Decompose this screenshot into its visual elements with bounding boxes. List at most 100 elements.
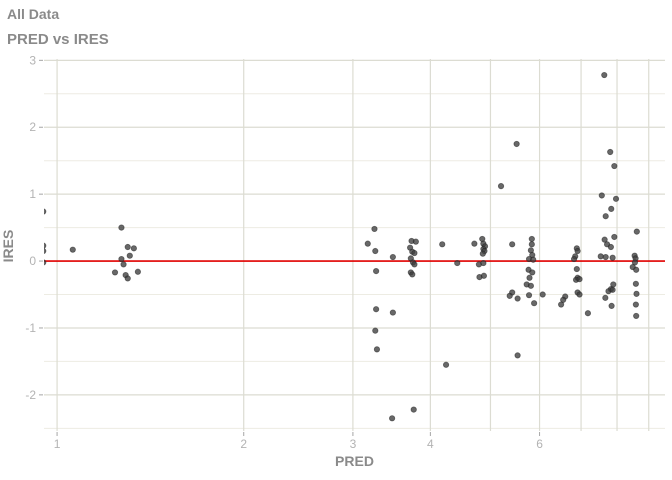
data-point xyxy=(609,254,616,261)
plot-subtitle: PRED vs IRES xyxy=(7,31,109,48)
data-point xyxy=(633,266,640,273)
y-axis-title: IRES xyxy=(0,229,16,263)
data-point xyxy=(411,261,418,268)
minor-gridlines xyxy=(44,93,665,429)
data-point xyxy=(527,282,534,289)
x-axis-title: PRED xyxy=(335,453,374,469)
data-point xyxy=(389,253,396,261)
y-tick-label: 0 xyxy=(29,254,36,268)
data-point xyxy=(506,292,513,299)
data-point xyxy=(126,252,133,259)
data-point xyxy=(509,241,516,248)
data-point xyxy=(373,267,380,275)
data-point xyxy=(598,192,605,199)
data-point xyxy=(134,268,141,275)
axis-tick-labels: -2 -1 0 1 2 3 1 2 3 4 6 xyxy=(25,53,543,451)
data-point xyxy=(611,162,618,170)
data-point xyxy=(608,205,615,212)
data-point xyxy=(528,241,535,248)
data-point xyxy=(513,140,520,148)
y-tick-label: 3 xyxy=(29,53,36,67)
x-tick-label: 3 xyxy=(350,437,357,451)
data-point xyxy=(633,312,640,320)
y-tick-label: 2 xyxy=(29,120,36,134)
y-tick-label: -1 xyxy=(25,321,36,335)
data-point xyxy=(602,253,609,261)
data-point xyxy=(576,291,583,298)
data-point xyxy=(439,241,446,248)
data-point xyxy=(118,224,125,231)
data-point xyxy=(480,259,487,267)
data-point xyxy=(529,269,536,276)
x-tick-label: 1 xyxy=(54,437,61,451)
data-point xyxy=(373,306,380,313)
data-layer xyxy=(44,71,665,422)
data-point xyxy=(44,242,47,249)
y-tick-label: -2 xyxy=(25,388,36,402)
data-point xyxy=(601,236,608,243)
data-point xyxy=(574,247,581,255)
data-point xyxy=(409,271,416,278)
data-point xyxy=(389,309,396,316)
data-point xyxy=(454,259,461,267)
data-point xyxy=(410,406,417,413)
x-tick-label: 6 xyxy=(536,437,543,451)
data-point xyxy=(597,253,604,260)
data-point xyxy=(607,243,615,251)
data-point xyxy=(633,228,640,235)
data-point xyxy=(608,302,615,309)
data-point xyxy=(412,238,419,245)
data-point xyxy=(602,294,609,301)
data-point xyxy=(602,213,609,220)
data-point xyxy=(584,310,592,317)
data-point xyxy=(411,249,418,257)
data-point xyxy=(526,274,533,281)
x-tick-label: 4 xyxy=(427,437,434,451)
data-point xyxy=(601,71,608,79)
data-point xyxy=(364,240,371,247)
data-point xyxy=(389,415,396,422)
data-point xyxy=(442,361,450,368)
data-point xyxy=(471,240,478,247)
data-point xyxy=(514,352,521,359)
data-point xyxy=(130,245,137,252)
data-point xyxy=(124,243,131,251)
data-point xyxy=(111,269,119,276)
data-point xyxy=(632,280,639,287)
data-point xyxy=(611,233,618,241)
data-point xyxy=(612,195,620,202)
data-point xyxy=(120,261,127,268)
data-point xyxy=(124,275,131,282)
data-point xyxy=(632,301,639,308)
data-point xyxy=(44,248,47,255)
data-point xyxy=(525,292,533,299)
data-point xyxy=(576,276,583,283)
data-point xyxy=(480,272,488,279)
data-point xyxy=(609,286,616,293)
data-point xyxy=(372,327,379,334)
data-point xyxy=(558,301,565,308)
axis-ticks xyxy=(39,59,541,436)
data-point xyxy=(514,295,521,302)
data-point xyxy=(539,291,546,298)
data-point xyxy=(372,247,379,255)
data-point xyxy=(69,246,76,253)
data-point xyxy=(44,208,47,215)
data-point xyxy=(44,259,47,266)
data-point xyxy=(528,235,535,243)
data-point xyxy=(570,255,578,263)
data-point xyxy=(118,255,125,263)
data-point xyxy=(497,183,505,190)
data-point xyxy=(573,265,580,273)
data-point xyxy=(607,148,614,156)
data-point xyxy=(371,225,378,233)
y-tick-label: 1 xyxy=(29,187,36,201)
major-gridlines xyxy=(44,59,665,431)
plot-title: All Data xyxy=(7,6,60,22)
data-point xyxy=(373,346,381,353)
data-point xyxy=(531,300,538,307)
data-point xyxy=(479,250,486,257)
x-tick-label: 2 xyxy=(240,437,247,451)
